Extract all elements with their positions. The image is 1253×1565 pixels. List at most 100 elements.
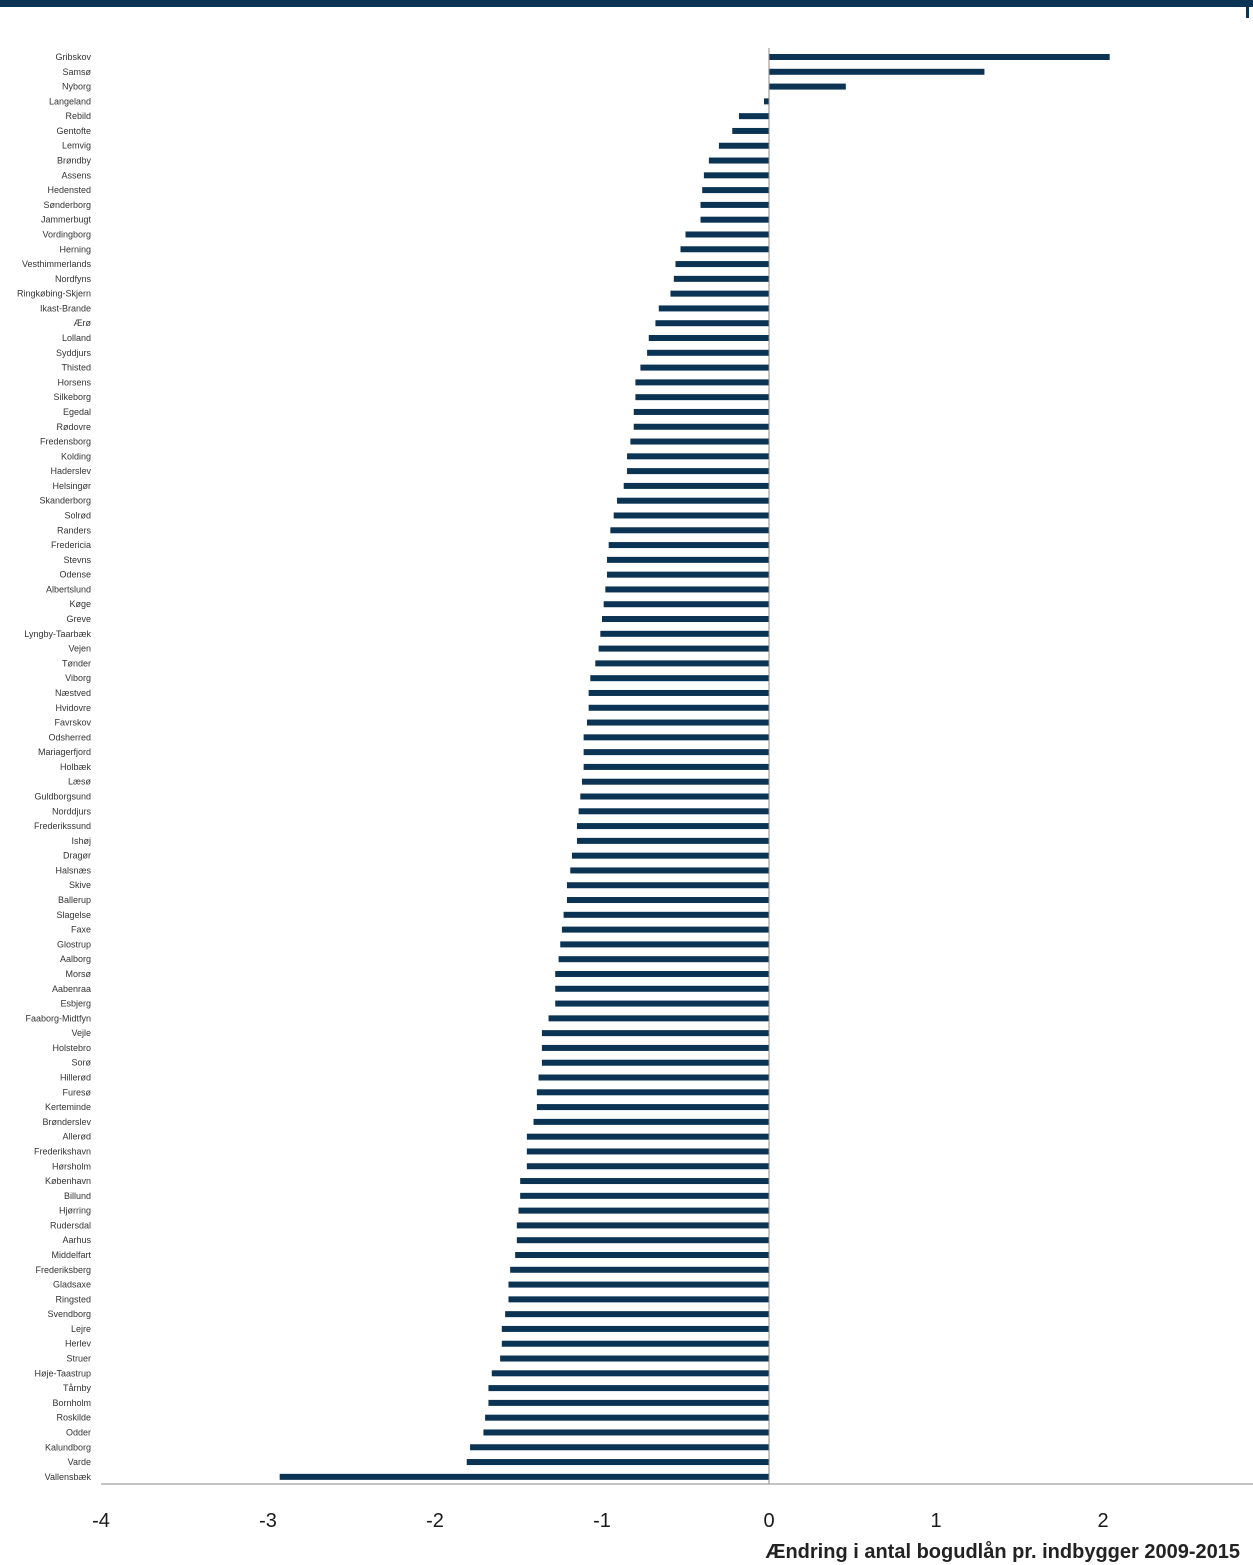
bar-20 bbox=[647, 349, 769, 356]
category-label-64: Esbjerg bbox=[60, 999, 91, 1009]
x-tick-label-2: -2 bbox=[426, 1510, 444, 1532]
bar-79 bbox=[516, 1222, 769, 1229]
category-label-31: Solrød bbox=[64, 510, 91, 520]
bar-83 bbox=[508, 1281, 769, 1288]
category-label-89: Høje-Taastrup bbox=[34, 1368, 91, 1378]
category-label-32: Randers bbox=[57, 525, 92, 535]
bar-25 bbox=[633, 423, 769, 430]
bar-10 bbox=[700, 201, 769, 208]
bar-43 bbox=[588, 689, 769, 696]
category-label-76: København bbox=[45, 1176, 91, 1186]
category-label-37: Køge bbox=[69, 599, 91, 609]
category-label-56: Skive bbox=[69, 880, 91, 890]
category-label-16: Ringkøbing-Skjern bbox=[17, 289, 91, 299]
category-label-69: Hillerød bbox=[60, 1073, 91, 1083]
category-label-0: Gribskov bbox=[55, 52, 91, 62]
category-label-42: Viborg bbox=[65, 673, 91, 683]
category-label-92: Roskilde bbox=[56, 1413, 91, 1423]
category-label-60: Glostrup bbox=[57, 939, 91, 949]
category-label-22: Horsens bbox=[57, 377, 91, 387]
category-label-93: Odder bbox=[66, 1427, 91, 1437]
category-label-23: Silkeborg bbox=[53, 392, 91, 402]
bar-77 bbox=[520, 1192, 769, 1199]
bar-53 bbox=[576, 837, 769, 844]
category-label-39: Lyngby-Taarbæk bbox=[24, 629, 91, 639]
category-label-27: Kolding bbox=[61, 451, 91, 461]
category-label-61: Aalborg bbox=[60, 954, 91, 964]
bar-45 bbox=[586, 719, 769, 726]
category-label-87: Herlev bbox=[65, 1339, 92, 1349]
category-label-67: Holstebro bbox=[52, 1043, 91, 1053]
category-label-68: Sorø bbox=[71, 1058, 91, 1068]
x-tick-label-5: 1 bbox=[930, 1510, 941, 1532]
bar-30 bbox=[617, 497, 769, 504]
bar-78 bbox=[518, 1207, 769, 1214]
bar-6 bbox=[718, 142, 769, 149]
bar-84 bbox=[508, 1296, 769, 1303]
bar-93 bbox=[483, 1429, 769, 1436]
bar-1 bbox=[769, 68, 985, 75]
category-label-10: Sønderborg bbox=[43, 200, 91, 210]
bar-46 bbox=[583, 734, 769, 741]
x-tick-label-4: 0 bbox=[763, 1510, 774, 1532]
category-label-95: Varde bbox=[68, 1457, 91, 1467]
bar-17 bbox=[658, 305, 769, 312]
bar-87 bbox=[501, 1340, 769, 1347]
category-label-4: Rebild bbox=[65, 111, 91, 121]
category-label-17: Ikast-Brande bbox=[40, 303, 91, 313]
category-label-1: Samsø bbox=[62, 67, 91, 77]
bar-60 bbox=[560, 941, 769, 948]
category-label-54: Dragør bbox=[63, 851, 91, 861]
bar-5 bbox=[732, 127, 769, 134]
bar-8 bbox=[703, 172, 769, 179]
x-tick-label-6: 2 bbox=[1097, 1510, 1108, 1532]
category-label-48: Holbæk bbox=[60, 762, 92, 772]
bar-88 bbox=[500, 1355, 769, 1362]
bar-62 bbox=[555, 970, 769, 977]
category-label-14: Vesthimmerlands bbox=[22, 259, 92, 269]
bars-group bbox=[279, 54, 1110, 1480]
x-tick-label-1: -3 bbox=[259, 1510, 277, 1532]
bar-0 bbox=[769, 54, 1110, 60]
category-label-52: Frederikssund bbox=[34, 821, 91, 831]
category-label-62: Morsø bbox=[66, 969, 92, 979]
category-label-58: Slagelse bbox=[56, 910, 91, 920]
category-label-18: Ærø bbox=[74, 318, 92, 328]
category-label-65: Faaborg-Midtfyn bbox=[25, 1013, 91, 1023]
bar-65 bbox=[548, 1015, 769, 1022]
category-label-84: Ringsted bbox=[55, 1294, 91, 1304]
category-label-33: Fredericia bbox=[51, 540, 91, 550]
x-tick-label-0: -4 bbox=[92, 1510, 110, 1532]
bar-94 bbox=[470, 1444, 769, 1451]
top-border-bar bbox=[0, 0, 1253, 7]
bar-76 bbox=[520, 1178, 769, 1185]
bar-80 bbox=[516, 1237, 769, 1244]
bar-66 bbox=[541, 1030, 769, 1037]
bar-18 bbox=[655, 320, 769, 327]
category-label-57: Ballerup bbox=[58, 895, 91, 905]
category-label-12: Vordingborg bbox=[42, 229, 91, 239]
bar-96 bbox=[279, 1473, 769, 1480]
category-label-63: Aabenraa bbox=[52, 984, 91, 994]
x-axis-label: Ændring i antal bogudlån pr. indbygger 2… bbox=[765, 1540, 1240, 1563]
bar-14 bbox=[675, 261, 769, 268]
bar-69 bbox=[538, 1074, 769, 1081]
bar-75 bbox=[526, 1163, 769, 1170]
category-label-55: Halsnæs bbox=[55, 865, 91, 875]
bar-70 bbox=[536, 1089, 769, 1096]
bar-58 bbox=[563, 911, 769, 918]
bar-82 bbox=[510, 1266, 769, 1273]
category-label-90: Tårnby bbox=[63, 1383, 92, 1393]
category-label-20: Syddjurs bbox=[56, 348, 92, 358]
bar-67 bbox=[541, 1044, 769, 1051]
category-label-80: Aarhus bbox=[62, 1235, 91, 1245]
category-label-34: Stevns bbox=[63, 555, 91, 565]
category-label-82: Frederiksberg bbox=[35, 1265, 91, 1275]
bar-11 bbox=[700, 216, 769, 223]
category-label-83: Gladsaxe bbox=[53, 1280, 91, 1290]
category-label-3: Langeland bbox=[49, 96, 91, 106]
category-label-24: Egedal bbox=[63, 407, 91, 417]
category-label-86: Lejre bbox=[71, 1324, 91, 1334]
bar-74 bbox=[526, 1148, 769, 1155]
